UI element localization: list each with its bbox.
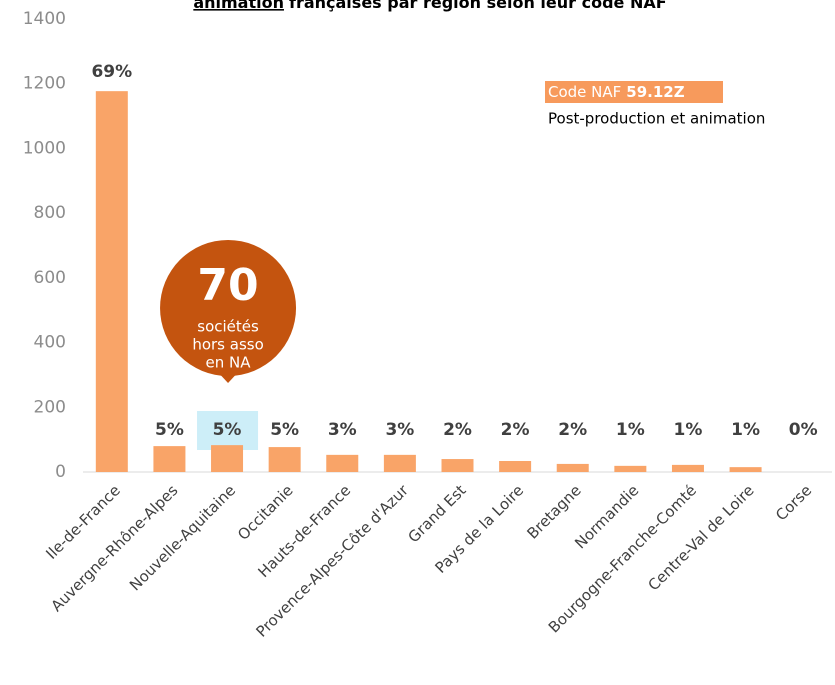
x-tick-label: Centre-Val de Loire — [644, 481, 757, 594]
bar — [556, 463, 589, 472]
bar — [671, 464, 704, 472]
bar — [95, 91, 128, 472]
legend-label: Code NAF 59.12Z — [548, 83, 685, 101]
value-label: 5% — [155, 420, 184, 440]
bar — [211, 445, 244, 472]
title-rest: françaises par région selon leur code NA… — [289, 0, 667, 12]
bubble-number: 70 — [197, 260, 258, 311]
y-tick-label: 1200 — [23, 74, 66, 94]
bar — [441, 459, 474, 472]
value-label: 5% — [213, 420, 242, 440]
legend-label-b: 59.12Z — [626, 83, 684, 101]
bubble-text: hors asso — [192, 336, 263, 354]
y-tick-label: 0 — [55, 462, 66, 482]
value-label: 69% — [91, 62, 132, 82]
value-label: 2% — [501, 420, 530, 440]
x-tick-label: Bretagne — [523, 481, 584, 542]
x-tick-label: Corse — [772, 481, 815, 524]
y-tick-label: 1400 — [23, 9, 66, 29]
y-tick-label: 200 — [34, 397, 66, 417]
value-label: 5% — [270, 420, 299, 440]
title-underlined: animation — [193, 0, 284, 12]
value-label: 0% — [789, 420, 818, 440]
chart-title: animation françaises par région selon leu… — [193, 0, 666, 12]
bar — [729, 467, 762, 472]
value-label: 1% — [731, 420, 760, 440]
value-label: 3% — [328, 420, 357, 440]
value-label: 2% — [558, 420, 587, 440]
bar — [326, 454, 359, 472]
value-label: 1% — [674, 420, 703, 440]
bar — [499, 460, 532, 472]
y-tick-label: 600 — [34, 268, 66, 288]
value-label: 2% — [443, 420, 472, 440]
y-tick-label: 800 — [34, 203, 66, 223]
legend-swatch — [545, 81, 723, 103]
value-label: 1% — [616, 420, 645, 440]
y-tick-label: 1000 — [23, 138, 66, 158]
x-tick-label: Nouvelle-Aquitaine — [126, 481, 239, 594]
legend-description: Post-production et animation — [548, 110, 765, 128]
legend-label-a: Code NAF — [548, 83, 621, 101]
y-tick-label: 400 — [34, 333, 66, 353]
bubble-text: sociétés — [197, 318, 259, 336]
bubble-text: en NA — [206, 354, 252, 372]
bubble — [160, 240, 297, 376]
bar — [614, 465, 647, 472]
bar — [153, 446, 186, 472]
value-label: 3% — [385, 420, 414, 440]
bar — [383, 454, 416, 472]
bar — [268, 447, 301, 472]
highlight — [197, 411, 259, 450]
